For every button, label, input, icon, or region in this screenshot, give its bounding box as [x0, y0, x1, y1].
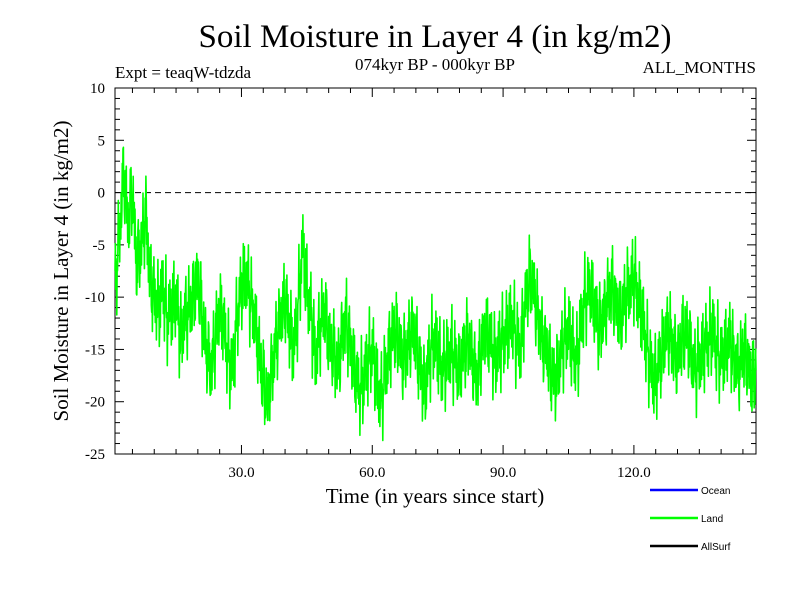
y-tick-label: -25 [85, 447, 105, 463]
period-label: 074kyr BP - 000kyr BP [355, 55, 515, 74]
season-label: ALL_MONTHS [643, 58, 756, 77]
y-tick-label: -10 [85, 290, 105, 306]
y-tick-label: 5 [98, 133, 106, 149]
y-tick-label: -20 [85, 395, 105, 411]
axis-ticks [115, 87, 756, 455]
y-tick-label: -15 [85, 342, 105, 358]
legend: Ocean Land AllSurf [650, 486, 731, 553]
experiment-label: Expt = teaqW-tdzda [115, 63, 252, 82]
x-axis-label: Time (in years since start) [326, 484, 545, 508]
series-group [114, 146, 757, 442]
y-axis-label: Soil Moisture in Layer 4 (in kg/m2) [49, 121, 73, 422]
x-tick-labels: 30.0 60.0 90.0 120.0 [228, 465, 650, 481]
series-line-land [114, 146, 757, 442]
y-tick-label: 0 [98, 186, 106, 202]
x-tick-label: 120.0 [617, 465, 651, 481]
y-tick-label: -5 [93, 238, 106, 254]
legend-label-land: Land [701, 514, 723, 525]
y-tick-labels: 10 5 0 -5 -10 -15 -20 -25 [85, 81, 105, 463]
legend-label-allsurf: AllSurf [701, 542, 731, 553]
x-tick-label: 90.0 [490, 465, 516, 481]
plot-frame [114, 87, 757, 455]
x-tick-label: 60.0 [359, 465, 385, 481]
legend-label-ocean: Ocean [701, 486, 730, 497]
x-tick-label: 30.0 [228, 465, 254, 481]
y-tick-label: 10 [90, 81, 105, 97]
chart-title: Soil Moisture in Layer 4 (in kg/m2) [199, 19, 672, 55]
